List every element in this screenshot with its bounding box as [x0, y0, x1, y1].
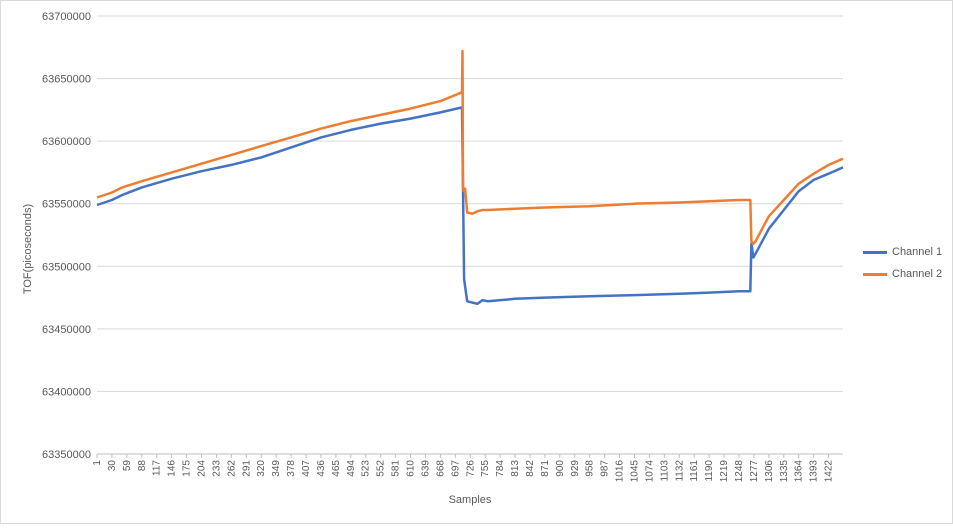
x-tick-label: 1103 — [659, 460, 670, 482]
x-tick-label: 1190 — [704, 460, 715, 482]
x-tick-label: 320 — [256, 460, 267, 477]
x-tick-label: 523 — [361, 460, 372, 477]
x-tick-label: 1422 — [824, 460, 835, 483]
x-tick-label: 407 — [301, 460, 312, 477]
series-line-channel-1 — [96, 106, 844, 306]
legend-label-channel-1: Channel 1 — [892, 246, 943, 258]
x-tick-label: 1045 — [629, 460, 640, 483]
x-tick-label: 233 — [211, 460, 222, 477]
legend-item-channel-2: Channel 2 — [863, 263, 942, 285]
x-tick-label: 639 — [420, 460, 431, 477]
legend-swatch-channel-2 — [863, 272, 887, 276]
x-tick-label: 871 — [540, 460, 551, 477]
x-tick-label: 987 — [600, 460, 611, 477]
x-tick-label: 1016 — [615, 460, 626, 483]
legend-item-channel-1: Channel 1 — [863, 241, 942, 263]
x-axis-title: Samples — [449, 494, 492, 506]
x-tick-label: 581 — [391, 460, 402, 477]
y-axis-title: TOF(picoseconds) — [22, 204, 34, 294]
x-tick-label: 291 — [241, 460, 252, 477]
x-tick-label: 726 — [465, 460, 476, 477]
x-tick-label: 755 — [480, 460, 491, 477]
x-tick-label: 610 — [406, 460, 417, 477]
x-tick-label: 1277 — [749, 460, 760, 483]
x-tick-label: 958 — [585, 460, 596, 477]
x-tick-label: 1306 — [764, 460, 775, 483]
y-tick-label: 63650000 — [42, 74, 91, 86]
x-tick-label: 813 — [510, 460, 521, 477]
x-tick-label: 1219 — [719, 460, 730, 483]
x-tick-label: 117 — [152, 460, 163, 476]
legend: Channel 1 Channel 2 — [863, 241, 942, 285]
y-tick-label: 63500000 — [42, 261, 91, 273]
x-tick-label: 146 — [167, 460, 178, 477]
y-tick-label: 63350000 — [42, 449, 91, 461]
y-tick-label: 63400000 — [42, 386, 91, 398]
y-tick-label: 63700000 — [42, 11, 91, 23]
x-tick-label: 88 — [137, 460, 148, 472]
x-tick-label: 204 — [197, 460, 208, 477]
x-tick-label: 349 — [271, 460, 282, 477]
y-tick-label: 63550000 — [42, 199, 91, 211]
x-tick-label: 1393 — [809, 460, 820, 483]
x-tick-label: 59 — [122, 460, 133, 472]
x-tick-label: 784 — [495, 460, 506, 477]
x-tick-label: 1074 — [644, 460, 655, 483]
y-tick-label: 63600000 — [42, 136, 91, 148]
x-tick-label: 465 — [331, 460, 342, 477]
x-tick-label: 929 — [570, 460, 581, 477]
legend-swatch-channel-1 — [863, 250, 887, 254]
x-tick-label: 1335 — [779, 460, 790, 483]
x-tick-label: 900 — [555, 460, 566, 477]
x-tick-label: 552 — [376, 460, 387, 477]
x-tick-label: 1132 — [674, 460, 685, 482]
x-tick-label: 262 — [226, 460, 237, 477]
x-tick-label: 1364 — [794, 460, 805, 483]
x-tick-label: 494 — [346, 460, 357, 477]
x-tick-label: 378 — [286, 460, 297, 477]
x-tick-label: 842 — [525, 460, 536, 477]
x-tick-label: 1161 — [689, 460, 700, 482]
x-tick-label: 697 — [450, 460, 461, 477]
x-tick-label: 668 — [435, 460, 446, 477]
y-tick-label: 63450000 — [42, 324, 91, 336]
series-line-channel-2 — [96, 49, 844, 246]
x-tick-label: 175 — [182, 460, 193, 477]
x-tick-label: 436 — [316, 460, 327, 477]
x-tick-label: 1248 — [734, 460, 745, 483]
legend-label-channel-2: Channel 2 — [892, 268, 943, 280]
x-tick-label: 30 — [107, 460, 118, 472]
x-tick-label: 1 — [92, 460, 103, 466]
